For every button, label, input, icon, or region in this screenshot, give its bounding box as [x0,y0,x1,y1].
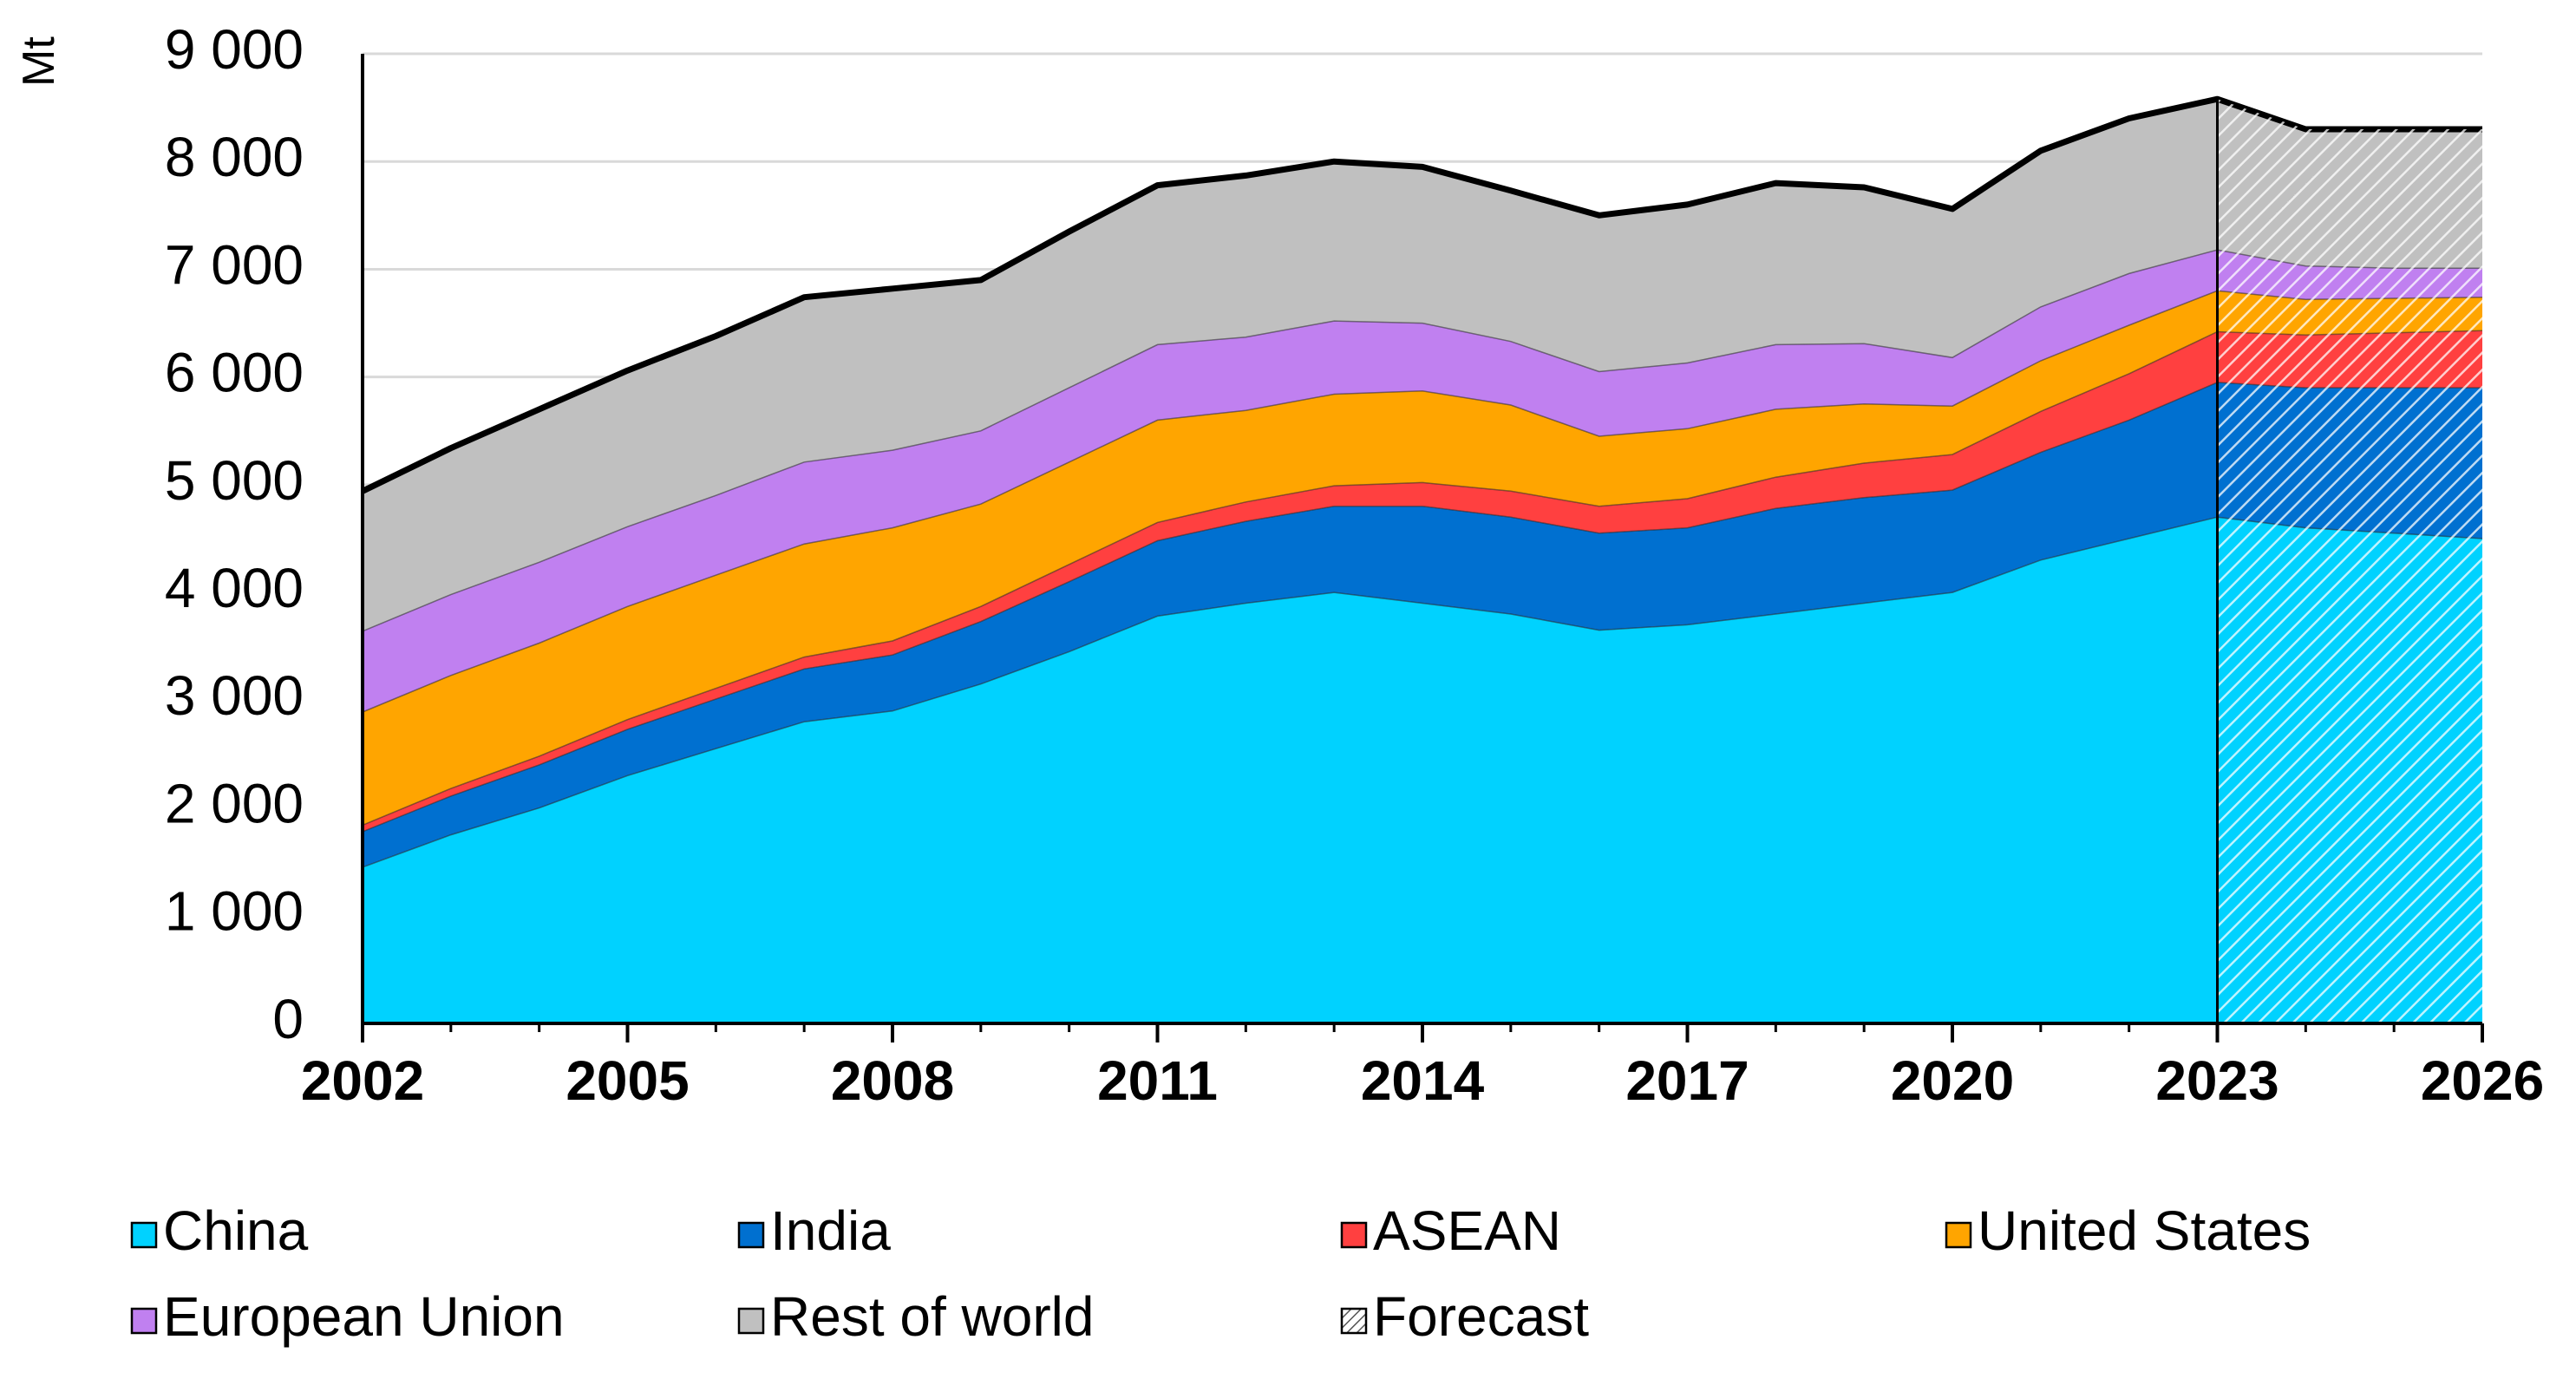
series-boundary [362,249,2482,632]
total-line [361,95,2482,494]
y-tick-label: 8 000 [165,126,304,188]
y-tick-label: 0 [272,988,304,1050]
series-boundary [362,290,2483,713]
area-rest-of-world [363,99,2482,631]
area-asean [363,330,2482,832]
legend-label: India [770,1199,891,1262]
legend-label: ASEAN [1373,1199,1561,1262]
legend-label: China [163,1199,309,1262]
legend-swatch [130,1221,158,1249]
legend-swatch [130,1307,158,1335]
legend-swatch [1340,1307,1368,1335]
y-tick-label: 7 000 [165,233,304,296]
legend-label: United States [1978,1199,2311,1262]
x-tick-label: 2017 [1625,1049,1749,1112]
y-tick-label: 2 000 [165,772,304,834]
area-series [361,95,2483,1023]
x-tick-label: 2020 [1891,1049,2014,1112]
series-boundary [362,516,2483,868]
x-tick-label: 2011 [1097,1049,1218,1112]
legend-swatch [737,1221,765,1249]
x-tick-label: 2002 [301,1049,424,1112]
axes: 0 1 000 2 000 3 000 4 000 5 000 6 000 7 000 8 00… [165,18,2544,1112]
legend-swatch [1945,1221,1972,1249]
legend-label: European Union [163,1285,565,1348]
x-tick-label: 2005 [566,1049,689,1112]
forecast-hatch [2217,99,2482,1024]
y-tick-label: 9 000 [165,18,304,81]
area-united-states [363,291,2482,826]
area-india [363,382,2482,867]
legend-label: Forecast [1373,1285,1589,1348]
y-tick-label: 3 000 [165,664,304,727]
y-axis-label: Mt [14,36,64,87]
x-tick-label: 2008 [831,1049,954,1112]
x-tick-label: 2023 [2155,1049,2279,1112]
y-tick-label: 1 000 [165,880,304,943]
y-tick-label: 6 000 [165,342,304,404]
y-tick-label: 5 000 [165,449,304,512]
forecast-overlay [2216,99,2482,1024]
legend: China India ASEAN United States European Uni… [130,1199,2311,1348]
area-china [363,517,2482,1023]
legend-swatch [737,1307,765,1335]
series-boundary [362,382,2482,833]
x-tick-label: 2026 [2421,1049,2544,1112]
legend-label: Rest of world [770,1285,1094,1348]
area-european-union [363,250,2482,713]
legend-swatch [1340,1221,1368,1249]
y-tick-label: 4 000 [165,557,304,619]
series-boundary [362,330,2483,827]
x-tick-label: 2014 [1361,1049,1485,1112]
